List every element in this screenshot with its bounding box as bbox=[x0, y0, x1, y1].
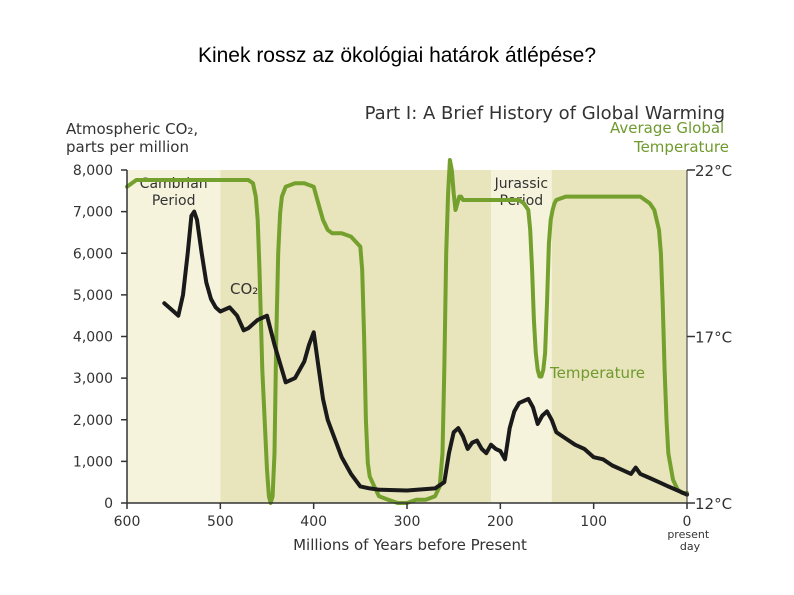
x-tick-label-3: 300 bbox=[394, 514, 421, 530]
x-tick-label-2: 400 bbox=[300, 514, 327, 530]
y-right-axis-label-line2: Temperature bbox=[633, 138, 729, 156]
series-line-0 bbox=[162, 209, 689, 497]
y-right-tick-label-2: 22°C bbox=[695, 162, 732, 180]
y-left-tick-label-2: 2,000 bbox=[73, 413, 113, 429]
y-left-tick-label-8: 8,000 bbox=[73, 163, 113, 179]
y-right-axis-label-line1: Average Global bbox=[610, 119, 724, 137]
x-end-label-line2: day bbox=[680, 540, 701, 553]
y-left-tick-label-1: 1,000 bbox=[73, 454, 113, 470]
axes: 0 1,000 2,000 3,000 4,000 5,000 6,000 7,000 8,00… bbox=[73, 162, 732, 530]
y-left-tick-label-3: 3,000 bbox=[73, 371, 113, 387]
x-end-label-line1: present bbox=[667, 528, 710, 541]
y-left-tick-label-4: 4,000 bbox=[73, 330, 113, 346]
x-tick-label-6: 0 bbox=[683, 514, 692, 530]
y-left-axis-label-line1: Atmospheric CO₂, bbox=[66, 120, 198, 138]
period-band-label-2-line1: Jurassic bbox=[494, 176, 549, 192]
y-left-tick-label-0: 0 bbox=[104, 496, 113, 512]
x-tick-label-5: 100 bbox=[580, 514, 607, 530]
x-axis-label: Millions of Years before Present bbox=[293, 536, 527, 554]
co2-series-label: CO₂ bbox=[230, 280, 258, 298]
period-band-label-0-line2: Period bbox=[152, 193, 196, 209]
temperature-series-label: Temperature bbox=[549, 364, 645, 382]
period-bands bbox=[127, 170, 687, 503]
series-line-1 bbox=[125, 158, 689, 505]
y-right-axis-label: Average Global Temperature bbox=[610, 119, 729, 156]
y-left-axis-label: Atmospheric CO₂, parts per million bbox=[66, 120, 203, 156]
y-left-tick-label-5: 5,000 bbox=[73, 288, 113, 304]
y-right-tick-label-1: 17°C bbox=[695, 329, 732, 347]
slide-title: Kinek rossz az ökológiai határok átlépés… bbox=[197, 44, 597, 67]
y-right-tick-label-0: 12°C bbox=[695, 495, 732, 513]
y-left-tick-label-7: 7,000 bbox=[73, 205, 113, 221]
x-tick-label-1: 500 bbox=[207, 514, 234, 530]
y-left-tick-label-6: 6,000 bbox=[73, 246, 113, 262]
period-band-label-2: Jurassic Period bbox=[494, 176, 549, 209]
series-lines bbox=[125, 158, 689, 505]
chart-title: Part I: A Brief History of Global Warmin… bbox=[365, 103, 725, 124]
x-tick-label-4: 200 bbox=[487, 514, 514, 530]
period-band-0 bbox=[127, 170, 221, 503]
x-end-label: present day bbox=[667, 528, 712, 553]
y-left-axis-label-line2: parts per million bbox=[66, 138, 189, 156]
x-tick-label-0: 600 bbox=[114, 514, 141, 530]
period-band-2 bbox=[491, 170, 552, 503]
